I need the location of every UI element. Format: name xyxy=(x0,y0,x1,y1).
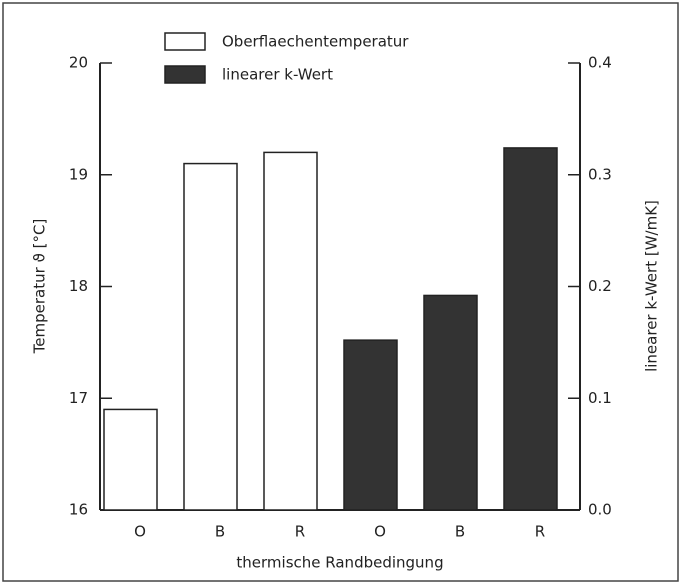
x-tick-label: O xyxy=(134,523,146,541)
legend-label: linearer k-Wert xyxy=(222,66,333,84)
legend-label: Oberflaechentemperatur xyxy=(222,33,409,51)
x-tick-label: B xyxy=(215,523,225,541)
bar xyxy=(423,294,478,511)
x-tick-label: B xyxy=(455,523,465,541)
bar xyxy=(103,408,158,511)
x-axis-label: thermische Randbedingung xyxy=(236,554,443,572)
x-tick-label: O xyxy=(374,523,386,541)
y-tick-label: 20 xyxy=(69,54,88,72)
bar xyxy=(183,162,238,511)
x-tick-label: R xyxy=(295,523,305,541)
y2-tick-label: 0.4 xyxy=(588,54,612,72)
y-axis-label: Temperatur ϑ [°C] xyxy=(31,219,49,355)
y2-tick-label: 0.3 xyxy=(588,165,612,183)
bar xyxy=(503,147,558,511)
legend-swatch xyxy=(164,32,206,51)
y2-axis-label: linearer k-Wert [W/mK] xyxy=(643,200,661,372)
y-tick-label: 17 xyxy=(69,389,88,407)
y2-tick-label: 0.0 xyxy=(588,501,612,519)
bar xyxy=(343,339,398,511)
legend-swatch xyxy=(164,65,206,84)
y2-tick-label: 0.2 xyxy=(588,277,612,295)
y2-tick-label: 0.1 xyxy=(588,389,612,407)
y-tick-label: 18 xyxy=(69,277,88,295)
y-tick-label: 16 xyxy=(69,501,88,519)
y-tick-label: 19 xyxy=(69,165,88,183)
bar xyxy=(263,151,318,511)
x-tick-label: R xyxy=(535,523,545,541)
